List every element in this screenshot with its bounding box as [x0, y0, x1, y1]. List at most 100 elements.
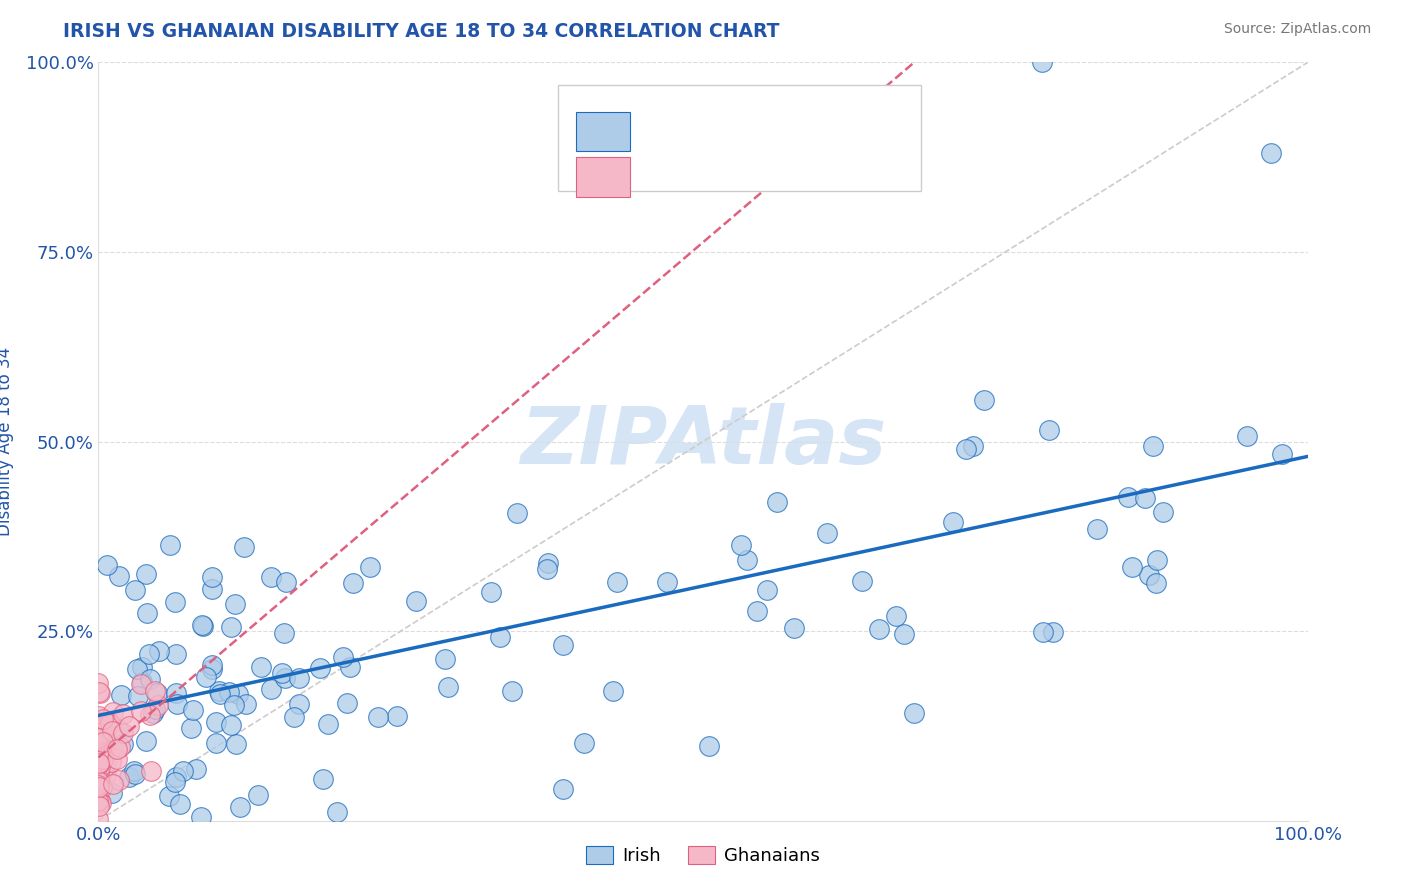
Point [489, 630, 512, 644]
Point [436, 681, 458, 695]
Point [606, 575, 628, 590]
Point [87, 774, 110, 789]
Point [1031, 55, 1053, 70]
Point [536, 562, 558, 576]
Text: Source: ZipAtlas.com: Source: ZipAtlas.com [1223, 22, 1371, 37]
Point [87, 684, 110, 698]
Point [87, 728, 110, 742]
Point [221, 620, 243, 634]
Point [87, 756, 110, 770]
Point [96, 768, 118, 782]
Point [433, 652, 456, 666]
Point [166, 697, 188, 711]
Point [191, 619, 214, 633]
Point [815, 525, 838, 540]
Point [270, 666, 292, 681]
Point [87, 709, 110, 723]
Point [869, 622, 891, 636]
Point [553, 782, 575, 797]
FancyBboxPatch shape [558, 85, 921, 191]
Point [89, 730, 111, 744]
Point [145, 686, 167, 700]
Point [107, 569, 129, 583]
Point [124, 764, 146, 779]
Point [1142, 439, 1164, 453]
Point [1260, 146, 1282, 161]
Point [884, 609, 907, 624]
Point [96, 558, 118, 573]
Point [246, 788, 269, 802]
Point [1144, 576, 1167, 591]
Point [1133, 491, 1156, 505]
Point [87, 720, 110, 734]
Point [87, 731, 110, 745]
Point [87, 762, 110, 776]
Point [385, 709, 408, 723]
Point [89, 715, 111, 730]
Point [105, 752, 128, 766]
Point [125, 662, 148, 676]
Point [745, 604, 768, 618]
Point [91, 780, 114, 794]
Point [737, 552, 759, 566]
Point [1152, 505, 1174, 519]
Point [89, 747, 111, 761]
Point [118, 770, 141, 784]
Point [1121, 559, 1143, 574]
Point [163, 595, 186, 609]
Point [141, 764, 163, 778]
Point [783, 621, 806, 635]
Point [194, 670, 217, 684]
Point [87, 773, 110, 788]
Point [602, 684, 624, 698]
Point [131, 660, 153, 674]
Point [89, 774, 111, 789]
Point [551, 638, 574, 652]
Point [159, 789, 181, 803]
Text: ZIPAtlas: ZIPAtlas [520, 402, 886, 481]
Point [205, 715, 228, 730]
Point [1116, 490, 1139, 504]
Point [87, 756, 110, 771]
Point [87, 772, 110, 787]
Point [89, 723, 111, 738]
Point [124, 767, 146, 781]
Point [219, 718, 242, 732]
Point [148, 644, 170, 658]
Point [260, 570, 283, 584]
Point [288, 697, 311, 711]
Point [309, 661, 332, 675]
Legend: Irish, Ghanaians: Irish, Ghanaians [579, 838, 827, 872]
Point [87, 780, 110, 795]
Point [89, 686, 111, 700]
Point [87, 750, 110, 764]
Y-axis label: Disability Age 18 to 34: Disability Age 18 to 34 [0, 347, 14, 536]
Point [250, 659, 273, 673]
Point [336, 696, 359, 710]
Point [232, 541, 254, 555]
Point [87, 727, 110, 741]
Point [87, 812, 110, 826]
Point [207, 684, 229, 698]
Point [942, 515, 965, 529]
Point [94, 756, 117, 771]
Point [201, 658, 224, 673]
Point [90, 796, 112, 810]
Point [204, 736, 226, 750]
Point [101, 705, 124, 719]
Point [224, 597, 246, 611]
Point [89, 745, 111, 759]
Point [955, 442, 977, 456]
Point [218, 685, 240, 699]
Point [91, 712, 114, 726]
Point [699, 739, 721, 754]
FancyBboxPatch shape [576, 157, 630, 196]
Point [159, 538, 181, 552]
Point [962, 438, 984, 452]
Point [143, 683, 166, 698]
Point [1085, 522, 1108, 536]
Point [129, 704, 152, 718]
Point [91, 752, 114, 766]
Point [148, 698, 170, 713]
Point [766, 495, 789, 509]
